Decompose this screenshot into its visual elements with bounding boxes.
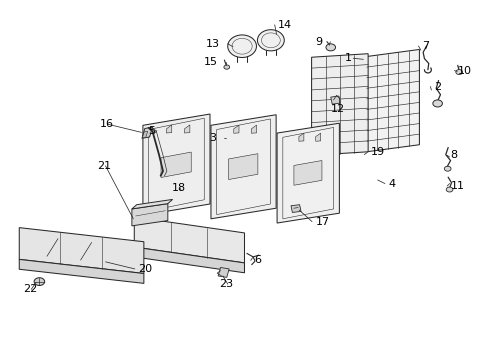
Polygon shape [142,131,147,138]
Polygon shape [330,96,340,104]
Text: 3: 3 [208,133,215,143]
Text: 10: 10 [457,66,471,76]
Polygon shape [233,125,239,133]
Circle shape [224,65,229,69]
Polygon shape [210,115,276,219]
Text: 19: 19 [370,148,384,157]
Text: 18: 18 [171,183,185,193]
Text: 23: 23 [219,279,233,289]
Text: 20: 20 [138,264,152,274]
Polygon shape [290,205,301,212]
Circle shape [444,166,450,171]
Polygon shape [142,114,209,215]
Text: 4: 4 [387,179,395,189]
Polygon shape [228,154,257,180]
Polygon shape [19,228,143,274]
Polygon shape [315,133,320,141]
Circle shape [455,69,462,75]
Text: 8: 8 [449,150,457,160]
Circle shape [34,278,44,285]
Polygon shape [142,127,152,138]
Ellipse shape [227,35,256,58]
Polygon shape [132,204,167,226]
Text: 22: 22 [23,284,37,294]
Polygon shape [251,125,256,133]
Text: 12: 12 [330,104,344,114]
Text: 5: 5 [148,126,155,136]
Polygon shape [277,123,339,223]
Text: 2: 2 [433,81,440,91]
Polygon shape [293,161,321,185]
Circle shape [325,44,335,51]
Circle shape [446,187,452,192]
Polygon shape [19,259,143,283]
Text: 7: 7 [421,41,428,51]
Text: 9: 9 [314,37,322,47]
Text: 1: 1 [345,53,351,63]
Polygon shape [134,247,244,273]
Polygon shape [184,125,189,133]
Text: 14: 14 [278,20,291,30]
Polygon shape [298,133,303,141]
Polygon shape [132,199,172,209]
Polygon shape [134,217,244,263]
Polygon shape [311,54,367,155]
Polygon shape [366,49,419,152]
Polygon shape [166,125,171,133]
Polygon shape [218,267,229,277]
Polygon shape [161,152,191,177]
Text: 6: 6 [254,256,261,265]
Ellipse shape [257,30,284,51]
Text: 13: 13 [205,39,219,49]
Text: 15: 15 [203,57,218,67]
Text: 16: 16 [100,119,114,129]
Circle shape [432,100,442,107]
Text: 11: 11 [449,181,464,191]
Text: 21: 21 [97,161,111,171]
Text: 17: 17 [315,217,329,227]
